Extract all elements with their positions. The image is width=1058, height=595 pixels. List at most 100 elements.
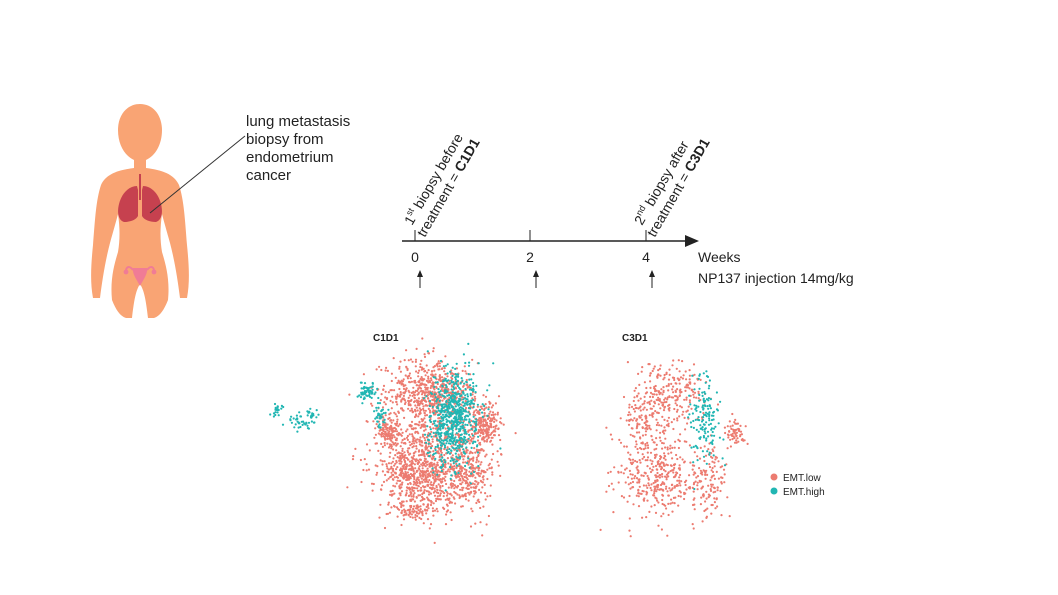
umap-point-emt-low xyxy=(443,367,446,370)
umap-point-emt-low xyxy=(423,429,426,432)
umap-point-emt-low xyxy=(415,414,418,417)
umap-point-emt-low xyxy=(479,506,482,510)
umap-point-emt-low xyxy=(489,484,492,487)
umap-point-emt-low xyxy=(474,522,477,525)
umap-point-emt-low xyxy=(491,436,494,439)
umap-point-emt-low xyxy=(716,403,720,406)
umap-point-emt-low xyxy=(427,407,430,410)
umap-point-emt-high xyxy=(461,401,464,404)
umap-point-emt-low xyxy=(421,514,424,517)
umap-point-emt-low xyxy=(670,498,673,501)
umap-point-emt-low xyxy=(421,402,424,405)
umap-point-emt-low xyxy=(644,430,648,433)
umap-point-emt-high xyxy=(299,425,302,429)
umap-point-emt-low xyxy=(448,470,451,473)
injection-arrow-4 xyxy=(649,270,655,288)
umap-point-emt-high xyxy=(475,418,478,421)
umap-point-emt-low xyxy=(442,389,445,393)
umap-point-emt-low xyxy=(430,402,433,405)
umap-point-emt-low xyxy=(700,496,703,499)
umap-point-emt-high xyxy=(712,427,716,430)
umap-point-emt-low xyxy=(666,490,669,493)
umap-point-emt-low xyxy=(408,488,411,491)
umap-point-emt-low xyxy=(461,489,464,492)
umap-point-emt-low xyxy=(653,393,656,396)
umap-point-emt-high xyxy=(704,399,707,403)
umap-point-emt-low xyxy=(398,508,401,511)
umap-point-emt-high xyxy=(448,393,451,397)
umap-point-emt-high xyxy=(474,440,477,443)
umap-point-emt-low xyxy=(655,490,658,493)
umap-point-emt-low xyxy=(422,522,425,525)
umap-point-emt-low xyxy=(674,402,677,405)
umap-point-emt-low xyxy=(453,490,456,494)
umap-point-emt-low xyxy=(406,438,409,441)
umap-point-emt-high xyxy=(452,417,455,420)
umap-point-emt-low xyxy=(477,498,480,501)
umap-point-emt-low xyxy=(677,378,680,381)
umap-point-emt-high xyxy=(457,404,460,407)
umap-point-emt-low xyxy=(455,466,458,469)
umap-point-emt-high xyxy=(468,413,471,416)
umap-point-emt-low xyxy=(610,482,613,485)
umap-point-emt-low xyxy=(394,430,397,433)
umap-point-emt-low xyxy=(408,380,411,384)
umap-point-emt-low xyxy=(711,483,714,486)
umap-point-emt-high xyxy=(476,403,479,406)
umap-point-emt-high xyxy=(459,398,462,401)
umap-point-emt-high xyxy=(721,457,724,460)
umap-point-emt-low xyxy=(450,494,453,497)
umap-point-emt-low xyxy=(502,423,505,426)
umap-point-emt-low xyxy=(631,473,634,476)
umap-point-emt-low xyxy=(405,436,409,439)
umap-point-emt-low xyxy=(635,419,638,422)
umap-point-emt-high xyxy=(699,436,702,439)
umap-point-emt-high xyxy=(469,482,472,485)
umap-point-emt-low xyxy=(368,449,371,452)
umap-point-emt-low xyxy=(687,486,690,489)
umap-point-emt-low xyxy=(389,399,392,402)
umap-point-emt-low xyxy=(641,366,644,369)
umap-point-emt-high xyxy=(280,404,283,407)
umap-point-emt-high xyxy=(445,384,448,387)
umap-point-emt-low xyxy=(471,475,474,478)
umap-point-emt-low xyxy=(644,443,647,446)
umap-point-emt-low xyxy=(637,471,640,474)
umap-point-emt-low xyxy=(412,452,415,455)
umap-point-emt-high xyxy=(466,423,469,427)
umap-point-emt-high xyxy=(481,415,484,418)
umap-point-emt-low xyxy=(497,427,500,430)
umap-point-emt-high xyxy=(436,429,439,432)
umap-point-emt-low xyxy=(399,479,402,482)
umap-point-emt-low xyxy=(417,494,420,497)
umap-point-emt-low xyxy=(482,420,485,423)
umap-point-emt-high xyxy=(692,461,695,464)
umap-point-emt-high xyxy=(446,440,449,443)
umap-point-emt-low xyxy=(477,469,480,472)
umap-point-emt-low xyxy=(431,440,434,443)
umap-point-emt-high xyxy=(306,414,309,417)
umap-point-emt-low xyxy=(453,487,456,490)
umap-point-emt-low xyxy=(406,377,410,380)
umap-point-emt-low xyxy=(653,492,656,495)
umap-point-emt-low xyxy=(440,396,443,399)
umap-point-emt-low xyxy=(689,461,692,464)
umap-point-emt-low xyxy=(611,438,614,441)
umap-point-emt-low xyxy=(381,463,384,466)
umap-point-emt-low xyxy=(421,481,424,484)
umap-point-emt-low xyxy=(381,406,385,409)
umap-point-emt-high xyxy=(459,436,463,439)
umap-point-emt-high xyxy=(457,375,460,378)
umap-point-emt-high xyxy=(691,412,695,415)
umap-point-emt-high xyxy=(443,411,446,414)
umap-point-emt-low xyxy=(400,483,403,486)
umap-point-emt-low xyxy=(710,503,713,507)
umap-point-emt-low xyxy=(636,460,639,463)
umap-point-emt-high xyxy=(369,389,372,392)
umap-point-emt-low xyxy=(416,515,419,518)
umap-point-emt-low xyxy=(416,389,419,392)
umap-point-emt-low xyxy=(486,495,489,498)
umap-point-emt-low xyxy=(642,484,646,487)
umap-point-emt-low xyxy=(704,473,707,476)
umap-point-emt-low xyxy=(461,455,464,458)
